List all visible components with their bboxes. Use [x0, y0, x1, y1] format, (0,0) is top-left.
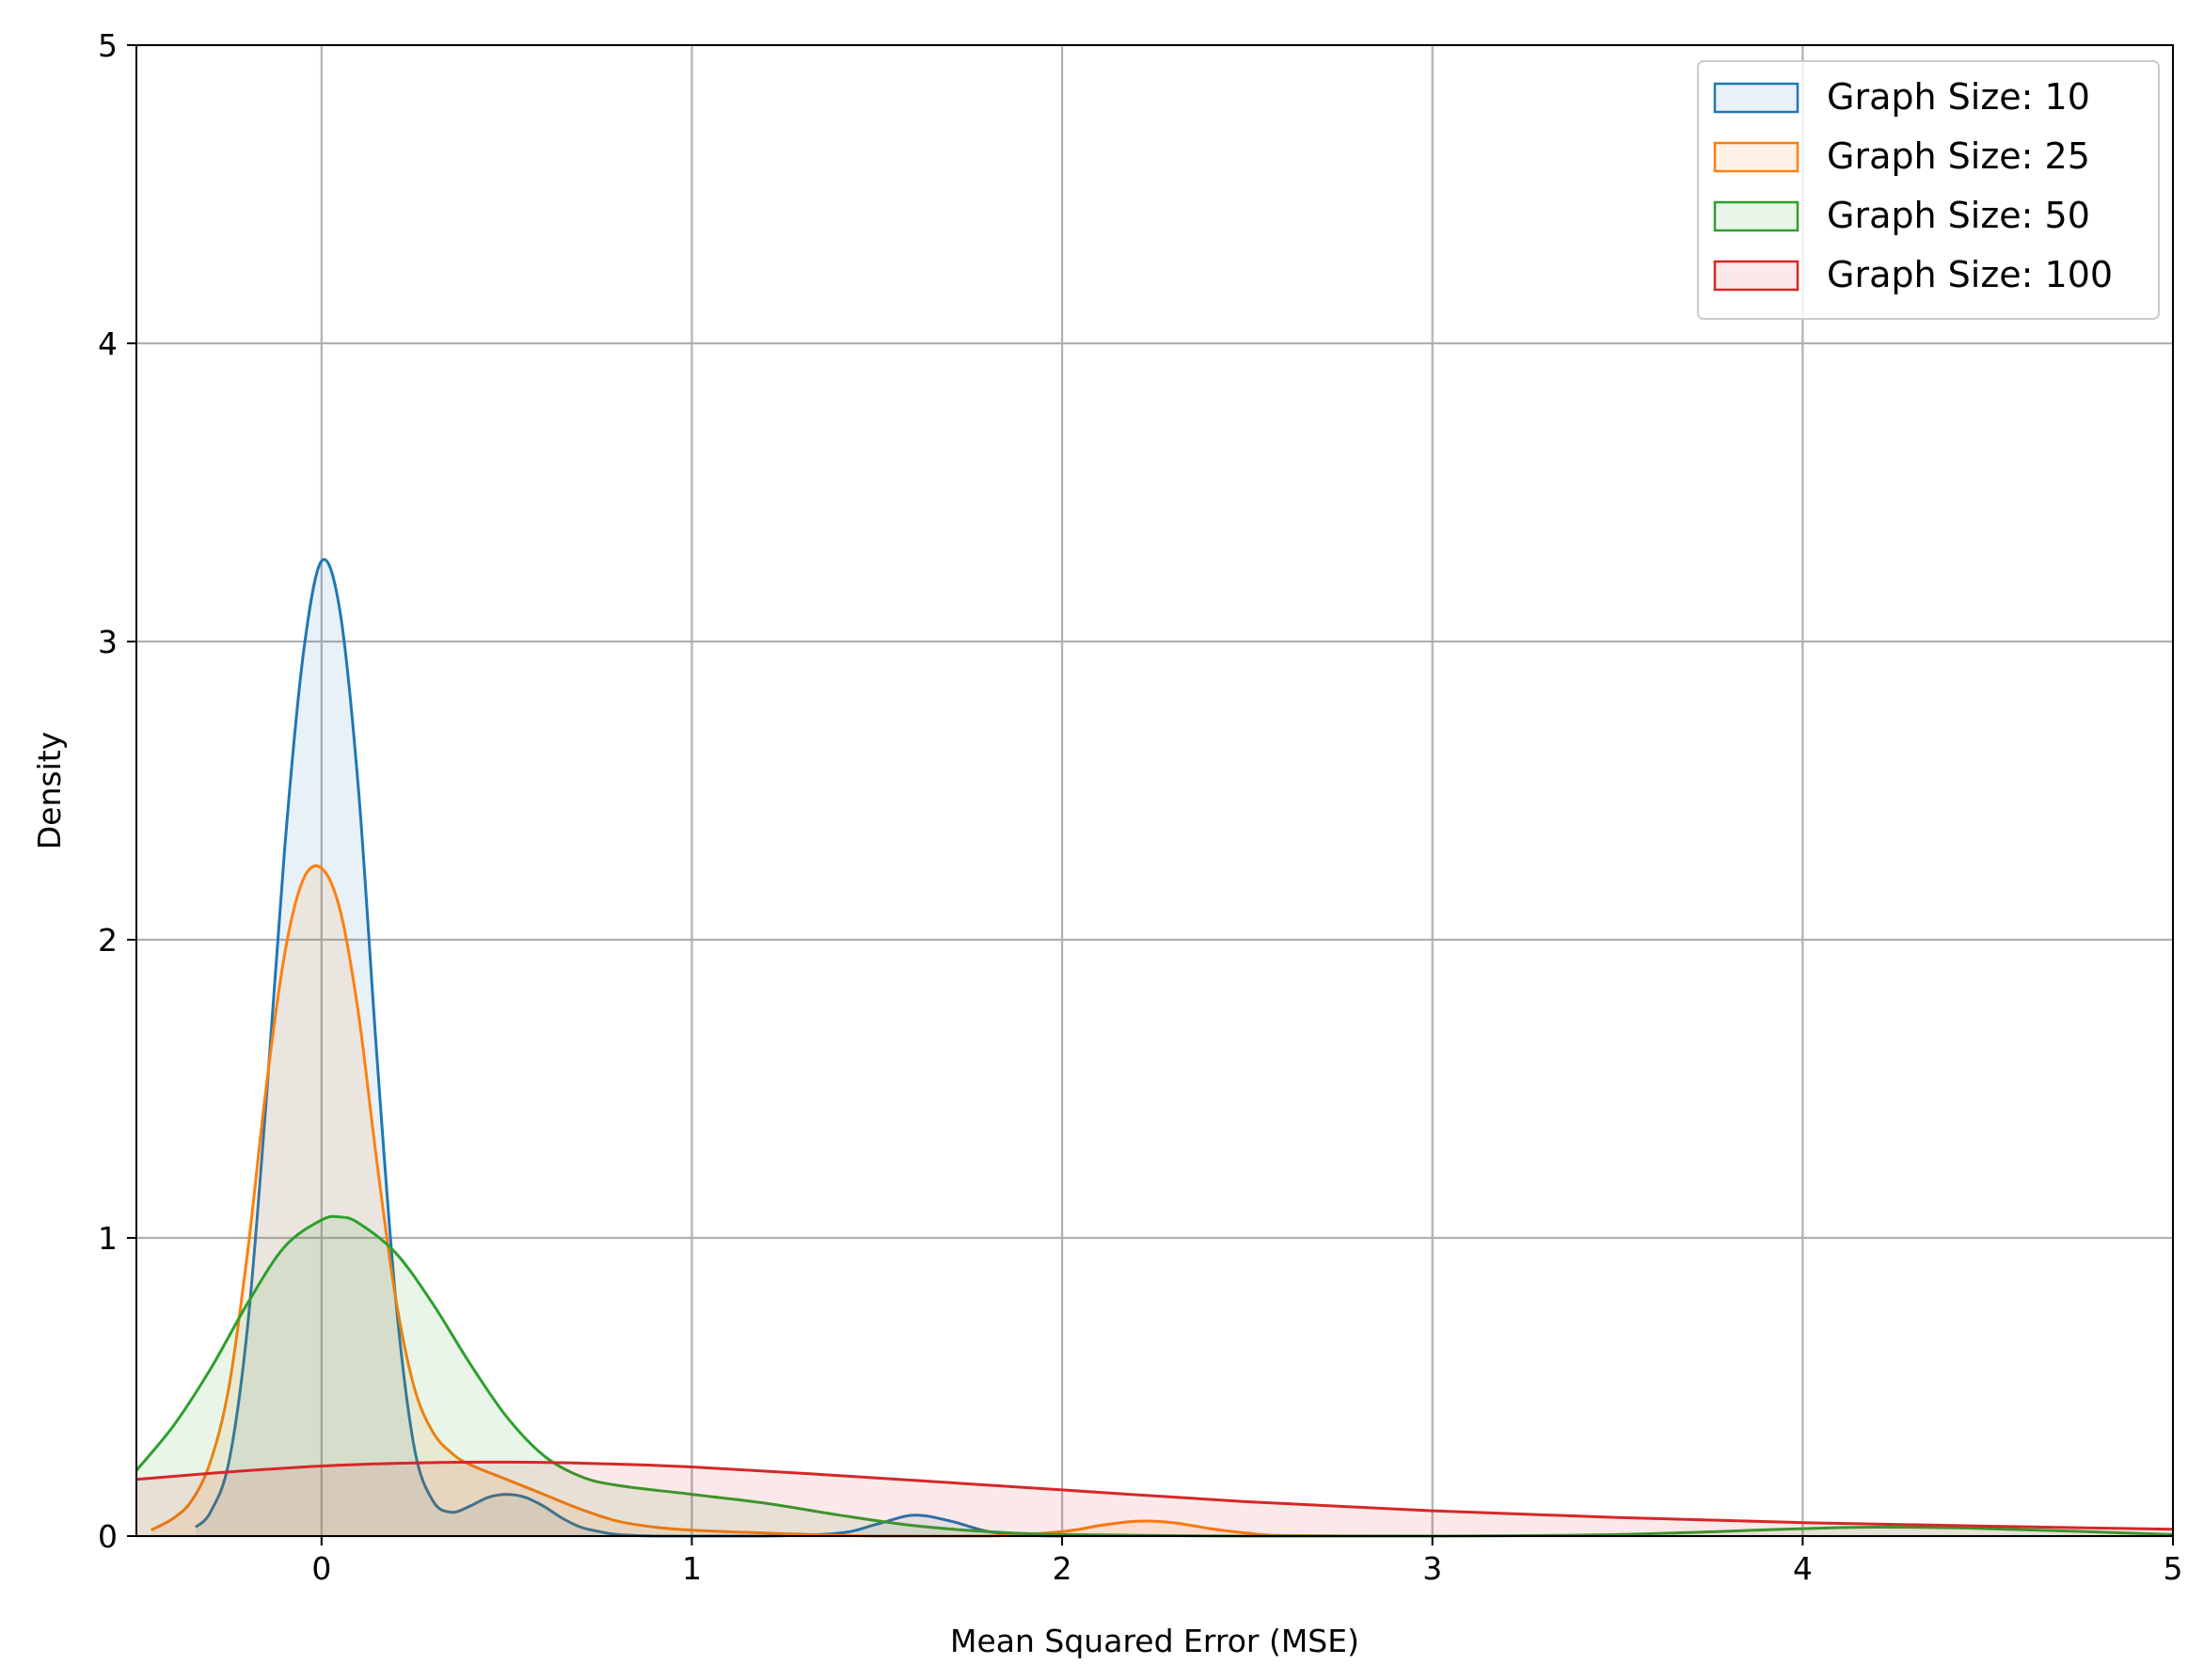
grid: [136, 43, 2175, 1538]
series-4: [135, 1460, 2174, 1536]
series-line: [135, 1460, 2174, 1531]
x-tick-label: 4: [1793, 1550, 1813, 1587]
x-tick-label: 2: [1053, 1550, 1072, 1587]
series-area: [136, 1462, 2173, 1536]
legend-swatch: [1713, 200, 1800, 232]
series-line: [135, 1214, 2174, 1538]
y-axis-label: Density: [31, 732, 68, 849]
legend-swatch: [1713, 82, 1800, 114]
y-tick-label: 2: [98, 922, 118, 959]
x-tick-label: 0: [311, 1550, 331, 1587]
series-area: [136, 1216, 2173, 1536]
legend-swatch: [1713, 141, 1800, 173]
y-tick-label: 3: [98, 624, 118, 660]
y-tick-label: 4: [98, 325, 118, 362]
x-tick-label: 3: [1422, 1550, 1442, 1587]
x-tick-label: 5: [2164, 1550, 2183, 1587]
x-tick-label: 1: [682, 1550, 702, 1587]
legend-entry-label: Graph Size: 25: [1827, 135, 2090, 177]
series-3: [135, 1214, 2174, 1538]
legend-entry-label: Graph Size: 100: [1827, 254, 2113, 295]
legend: Graph Size: 10 Graph Size: 25 Graph Size: …: [1697, 60, 2160, 320]
legend-entry-label: Graph Size: 50: [1827, 195, 2090, 236]
series-line: [150, 864, 1433, 1538]
ticks: 0 1 2 3 4 5 0 1 2 3 4 5: [98, 27, 2183, 1587]
x-axis-label: Mean Squared Error (MSE): [950, 1623, 1359, 1659]
y-tick-label: 0: [98, 1518, 118, 1555]
legend-swatch: [1713, 260, 1800, 292]
y-tick-label: 1: [98, 1220, 118, 1257]
plot-frame: [135, 44, 2174, 1537]
legend-box: [1697, 60, 2160, 320]
y-tick-label: 5: [98, 27, 118, 64]
series-layer: [135, 558, 2174, 1538]
series-area: [196, 559, 1063, 1536]
legend-entry-label: Graph Size: 10: [1827, 76, 2090, 118]
